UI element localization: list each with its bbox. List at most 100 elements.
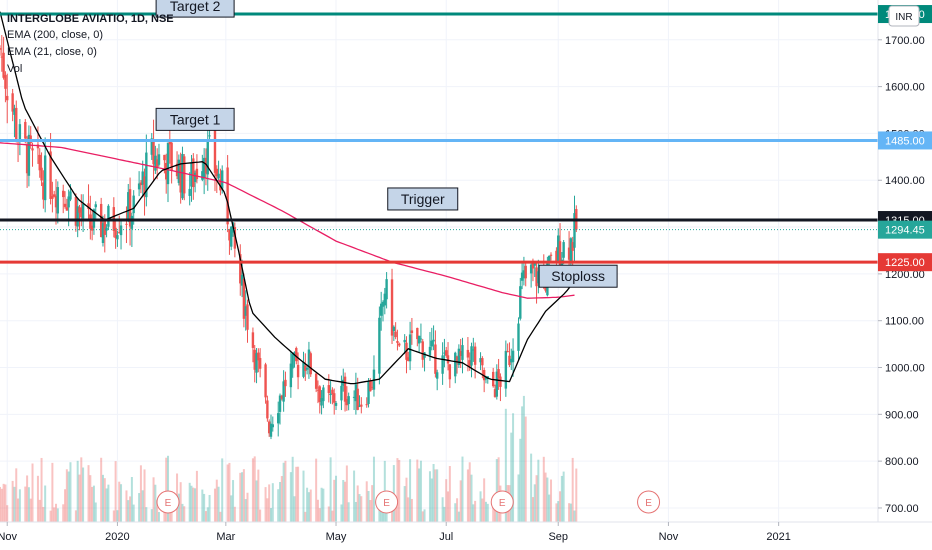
- annotation-labels[interactable]: Target 2 Target 1 Trigger Stoploss: [155, 0, 618, 288]
- candle-body: [327, 385, 330, 393]
- candle-body: [398, 343, 401, 346]
- candle-body: [472, 349, 475, 351]
- candle-body: [466, 349, 470, 358]
- candle-body: [43, 155, 47, 201]
- candle-body: [78, 207, 81, 213]
- price-axis-background: [878, 0, 932, 550]
- volume-bar: [65, 469, 68, 522]
- volume-bar: [497, 457, 500, 522]
- candle-body: [163, 154, 166, 161]
- annotation-box-target-1[interactable]: [155, 107, 235, 131]
- candle-body: [511, 350, 515, 363]
- volume-bar: [168, 510, 171, 522]
- candle-body: [316, 389, 320, 391]
- candle-body: [11, 93, 14, 112]
- candle-body: [219, 179, 222, 191]
- volume-bar: [524, 416, 527, 522]
- candle-body: [228, 229, 231, 241]
- volume-bar: [246, 492, 249, 522]
- candle-body: [175, 163, 179, 177]
- candle-body: [183, 156, 186, 194]
- candle-body: [92, 209, 96, 228]
- earnings-marker[interactable]: [490, 490, 514, 514]
- candle-body: [240, 274, 244, 286]
- candle-body: [18, 124, 22, 142]
- candle-body: [314, 373, 318, 389]
- volume-bar: [67, 471, 70, 522]
- volume-bar: [521, 406, 524, 522]
- candle-body: [356, 388, 359, 410]
- volume-bar: [154, 484, 157, 522]
- volume-bar: [204, 511, 207, 522]
- volume-bar: [512, 413, 515, 522]
- volume-bar: [544, 472, 547, 522]
- candle-body: [428, 346, 432, 356]
- candle-body: [31, 148, 34, 151]
- chart-legend: INTERGLOBE AVIATIO, 1D, NSE EMA (200, cl…: [7, 13, 174, 75]
- volume-bar: [555, 503, 558, 522]
- volume-bar: [213, 488, 216, 522]
- volume-bar: [242, 469, 245, 522]
- time-axis[interactable]: Nov 2020 Mar May Jul Sep Nov 2021: [0, 521, 932, 550]
- volume-bar: [428, 471, 431, 522]
- candle-body: [27, 134, 31, 176]
- ema-21-path: [0, 11, 576, 385]
- volume-bar: [443, 506, 446, 522]
- ema-200-path: [0, 142, 575, 299]
- candle-body: [94, 204, 97, 208]
- candle-body: [548, 255, 551, 264]
- volume-bar: [253, 456, 256, 522]
- candle-body: [63, 203, 67, 207]
- volume-bar: [562, 471, 565, 522]
- earnings-marker-label: E: [645, 498, 652, 509]
- annotation-label: Target 2: [170, 0, 221, 14]
- volume-bar: [179, 482, 182, 522]
- indicator-volume-label[interactable]: Vol: [7, 63, 22, 75]
- volume-bar: [470, 474, 473, 522]
- last-price-tag-label: 1294.45: [885, 225, 925, 237]
- candle-body: [6, 95, 9, 101]
- earnings-marker[interactable]: [375, 490, 399, 514]
- indicator-ema-21-label[interactable]: EMA (21, close, 0): [7, 46, 97, 58]
- volume-bar: [333, 479, 336, 522]
- price-tick-label: 1000.00: [885, 363, 925, 375]
- candle-body: [89, 214, 92, 229]
- earnings-marker-label: E: [383, 498, 390, 509]
- annotation-box-target-2[interactable]: [155, 0, 235, 18]
- volume-bar: [457, 511, 460, 522]
- candle-body: [329, 393, 332, 396]
- volume-bar: [208, 494, 211, 522]
- candle-body: [226, 167, 229, 225]
- price-axis[interactable]: 700.00800.00900.001000.001100.001200.001…: [877, 0, 932, 550]
- volume-bar: [356, 485, 359, 522]
- volume-bar: [92, 485, 95, 522]
- volume-bar: [132, 504, 135, 522]
- volume-bar: [546, 477, 549, 522]
- earnings-marker[interactable]: [156, 490, 180, 514]
- annotation-box-stoploss[interactable]: [538, 264, 618, 288]
- volume-bar: [280, 476, 283, 522]
- candle-body: [170, 142, 173, 171]
- horizontal-levels[interactable]: [0, 12, 878, 264]
- annotation-box-trigger[interactable]: [387, 187, 459, 211]
- candle-body: [535, 267, 538, 287]
- candle-body: [529, 264, 533, 274]
- candle-body: [390, 279, 394, 336]
- volume-bar: [177, 493, 180, 522]
- volume-bar: [269, 508, 272, 522]
- candle-body: [13, 108, 16, 115]
- volume-bar: [403, 486, 406, 522]
- candle-body: [81, 203, 85, 219]
- volume-bar: [456, 498, 459, 522]
- price-tick-label: 1200.00: [885, 269, 925, 281]
- volume-bar: [365, 481, 368, 522]
- volume-bar: [221, 458, 224, 522]
- volume-bar: [264, 487, 267, 522]
- currency-button[interactable]: INR: [888, 5, 920, 27]
- annotation-label: Trigger: [401, 191, 445, 207]
- indicator-ema-200-label[interactable]: EMA (200, close, 0): [7, 29, 103, 41]
- earnings-marker[interactable]: [637, 490, 661, 514]
- volume-bar: [340, 504, 343, 522]
